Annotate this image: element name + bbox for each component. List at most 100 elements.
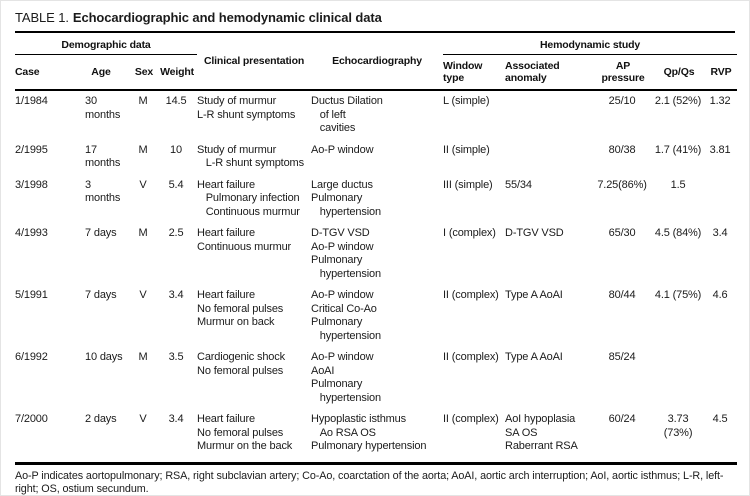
cell-associated-anomaly: AoI hypoplasia SA OS Raberrant RSA [505, 413, 578, 452]
table-row: 1/1984 30 months M 14.5 Study of murmur … [15, 90, 737, 144]
column-header-weight: Weight [157, 54, 198, 91]
cell-sex: M [138, 143, 148, 156]
cell-clinical-presentation: Study of murmur L-R shunt symptoms [197, 143, 304, 170]
cell-age: 3 months [85, 178, 121, 205]
cell-ap-pressure: 65/30 [608, 227, 636, 239]
cell-rvp: 3.4 [712, 227, 728, 239]
column-header-qpqs: Qp/Qs [653, 54, 706, 91]
cell-weight: 3.4 [168, 413, 184, 425]
cell-echocardiography: Ductus Dilation of left cavities [311, 95, 383, 134]
column-header-window-type: Window type [443, 54, 506, 91]
cell-weight: 2.5 [168, 227, 184, 239]
column-header-case: Case [15, 54, 71, 91]
cell-rvp: 3.81 [709, 143, 731, 156]
column-header-ap-pressure: AP pressure [593, 54, 654, 91]
cell-qpqs: 4.1 (75%) [654, 289, 702, 301]
column-header-rvp: RVP [705, 54, 738, 91]
cell-ap-pressure: 85/24 [608, 351, 636, 363]
cell-rvp: 1.32 [709, 95, 731, 107]
cell-ap-pressure: 80/38 [608, 143, 636, 156]
cell-rvp: 4.5 [712, 413, 728, 425]
cell-clinical-presentation: Cardiogenic shock No femoral pulses [197, 351, 285, 377]
cell-clinical-presentation: Heart failure Continuous murmur [197, 227, 292, 253]
group-header-row: Demographic data Clinical presentation E… [15, 33, 738, 91]
cell-sex: M [138, 95, 148, 107]
cell-case: 1/1984 [15, 95, 48, 107]
table-row: 7/2000 2 days V 3.4 Heart failure No fem… [15, 413, 737, 462]
cell-associated-anomaly: D-TGV VSD [505, 227, 564, 239]
cell-sex: M [138, 227, 148, 239]
cell-associated-anomaly: 55/34 [505, 178, 532, 191]
cell-echocardiography: Ao-P window AoAI Pulmonary hypertension [311, 351, 381, 404]
cell-window-type: L (simple) [443, 95, 490, 107]
table-row: 6/1992 10 days M 3.5 Cardiogenic shock N… [15, 351, 737, 413]
cell-qpqs: 4.5 (84%) [654, 227, 702, 239]
table-row: 2/1995 17 months M 10 Study of murmur L-… [15, 144, 737, 179]
table-body: 1/1984 30 months M 14.5 Study of murmur … [15, 90, 737, 462]
table-title-text: Echocardiographic and hemodynamic clinic… [72, 10, 382, 25]
cell-rvp: 4.6 [712, 289, 728, 301]
column-header-clinical-presentation: Clinical presentation [197, 33, 312, 91]
cell-weight: 5.4 [168, 178, 184, 191]
cell-case: 2/1995 [15, 143, 48, 156]
cell-clinical-presentation: Heart failure No femoral pulses Murmur o… [197, 413, 293, 452]
cell-echocardiography: Ao-P window [311, 143, 374, 156]
table-row: 3/1998 3 months V 5.4 Heart failure Pulm… [15, 179, 737, 228]
cell-ap-pressure: 7.25(86%) [597, 178, 647, 191]
cell-window-type: I (complex) [443, 227, 496, 239]
cell-case: 3/1998 [15, 178, 48, 191]
cell-weight: 3.5 [168, 351, 184, 363]
cell-window-type: II (simple) [443, 143, 490, 156]
cell-window-type: II (complex) [443, 289, 499, 301]
cell-qpqs: 1.5 [670, 178, 686, 191]
cell-clinical-presentation: Heart failure Pulmonary infection Contin… [197, 178, 300, 218]
cell-rvp [705, 179, 737, 228]
table-header: Demographic data Clinical presentation E… [15, 33, 738, 91]
cell-window-type: II (complex) [443, 413, 499, 425]
cell-case: 5/1991 [15, 289, 48, 301]
cell-associated-anomaly [505, 90, 593, 144]
cell-window-type: II (complex) [443, 351, 499, 363]
cell-echocardiography: Hypoplastic isthmus Ao RSA OS Pulmonary … [311, 413, 427, 452]
clinical-data-table: Demographic data Clinical presentation E… [15, 33, 738, 462]
cell-ap-pressure: 25/10 [608, 95, 636, 107]
cell-sex: M [138, 351, 148, 363]
cell-associated-anomaly: Type A AoAI [505, 289, 563, 301]
cell-age: 10 days [85, 351, 123, 363]
cell-qpqs [653, 351, 705, 413]
group-header-demographic: Demographic data [15, 33, 198, 55]
cell-rvp [705, 351, 737, 413]
group-header-hemodynamic: Hemodynamic study [443, 33, 738, 55]
cell-clinical-presentation: Heart failure No femoral pulses Murmur o… [197, 289, 284, 328]
cell-age: 2 days [85, 413, 117, 425]
cell-weight: 3.4 [168, 289, 184, 301]
cell-qpqs: 1.7 (41%) [654, 143, 702, 156]
cell-age: 17 months [85, 143, 121, 170]
column-header-associated-anomaly: Associated anomaly [505, 54, 594, 91]
cell-weight: 14.5 [165, 95, 187, 107]
cell-sex: V [139, 413, 147, 425]
column-header-echocardiography: Echocardiography [311, 33, 444, 91]
cell-clinical-presentation: Study of murmur L-R shunt symptoms [197, 95, 296, 121]
cell-window-type: III (simple) [443, 178, 493, 191]
cell-echocardiography: Large ductus Pulmonary hypertension [311, 178, 381, 218]
table-footnote: Ao-P indicates aortopulmonary; RSA, righ… [15, 461, 737, 496]
cell-echocardiography: Ao-P window Critical Co-Ao Pulmonary hyp… [311, 289, 381, 342]
cell-sex: V [139, 289, 147, 301]
cell-age: 7 days [85, 289, 117, 301]
cell-ap-pressure: 60/24 [608, 413, 636, 425]
cell-associated-anomaly [505, 144, 593, 179]
cell-ap-pressure: 80/44 [608, 289, 636, 301]
table-row: 5/1991 7 days V 3.4 Heart failure No fem… [15, 289, 737, 351]
cell-sex: V [139, 178, 147, 191]
cell-weight: 10 [170, 143, 182, 156]
cell-case: 7/2000 [15, 413, 48, 425]
cell-age: 30 months [85, 95, 121, 121]
table-number-label: TABLE 1. [15, 10, 69, 25]
column-header-age: Age [71, 54, 131, 91]
sub-header-row: Case Age Sex Weight Window type Associat… [15, 54, 738, 91]
cell-associated-anomaly: Type A AoAI [505, 351, 563, 363]
cell-echocardiography: D-TGV VSD Ao-P window Pulmonary hyperten… [311, 227, 381, 280]
cell-case: 6/1992 [15, 351, 48, 363]
